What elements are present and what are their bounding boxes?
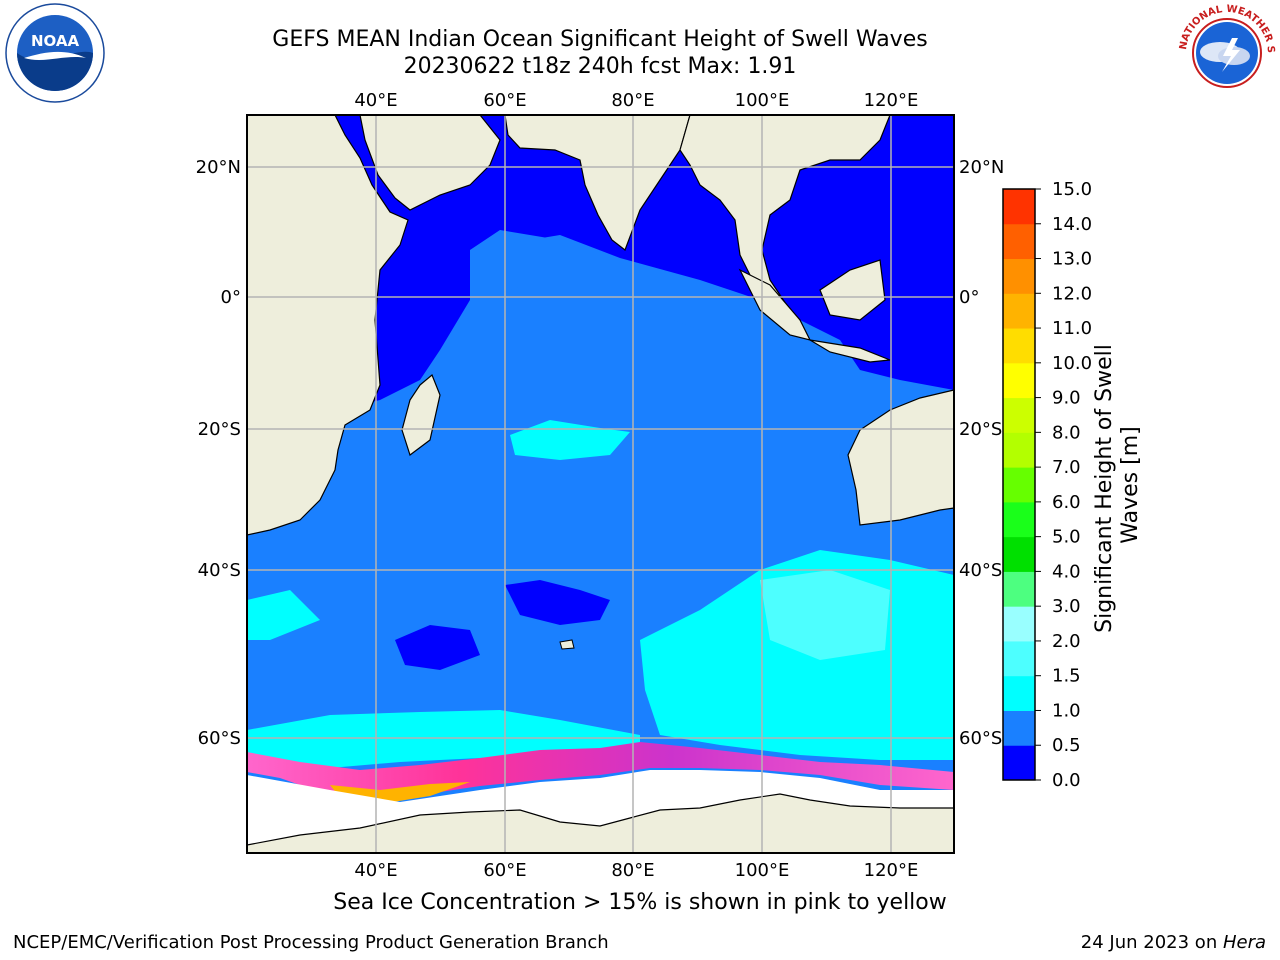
map-frame [246, 114, 955, 854]
host-name: Hera [1222, 932, 1266, 953]
colorbar-tick-label: 12.0 [1052, 283, 1092, 304]
nws-logo-icon: NATIONAL WEATHER SERVICE [1176, 2, 1276, 102]
noaa-logo-text: NOAA [31, 32, 80, 50]
colorbar-tick-label: 13.0 [1052, 249, 1092, 270]
colorbar-segment [1003, 258, 1035, 294]
lat-tick-right: 60°S [959, 728, 1002, 749]
graticule [247, 115, 954, 853]
colorbar-segment [1003, 640, 1035, 677]
arabia-landmass [359, 115, 501, 211]
lon-tick-top: 100°E [735, 90, 790, 111]
chart-subtitle: 20230622 t18z 240h fcst Max: 1.91 [403, 54, 797, 79]
colorbar-tick-label: 15.0 [1052, 179, 1092, 200]
lon-tick-top: 60°E [483, 90, 526, 111]
noaa-logo-icon: NOAA [5, 3, 105, 103]
colorbar-tick-label: 14.0 [1052, 214, 1092, 235]
colorbar-segment [1003, 223, 1035, 260]
lat-tick-left: 20°N [196, 157, 241, 178]
lat-tick-right: 20°N [959, 157, 1004, 178]
low-swell-patch-south-central [505, 580, 610, 625]
southeast-asia-landmass [679, 115, 891, 311]
swell-patch-southwest-edge [247, 590, 320, 640]
lon-tick-top: 80°E [611, 90, 654, 111]
colorbar: 0.0 0.5 1.0 1.5 2.0 3.0 4.0 5.0 6.0 7.0 8.0 9.0 10.0… [1002, 179, 1092, 791]
colorbar-tick-label: 5.0 [1052, 527, 1081, 548]
colorbar-segment [1003, 397, 1035, 433]
colorbar-tick-label: 7.0 [1052, 457, 1081, 478]
lon-tick-bottom: 40°E [354, 860, 397, 881]
lat-tick-left: 60°S [198, 728, 241, 749]
lon-tick-bottom: 100°E [735, 860, 790, 881]
colorbar-segment [1003, 189, 1035, 225]
colorbar-segment [1003, 328, 1035, 364]
swell-patch-subtropical [510, 420, 630, 460]
colorbar-segment [1003, 467, 1035, 503]
chart-title: GEFS MEAN Indian Ocean Significant Heigh… [272, 27, 928, 52]
colorbar-tick-label: 2.0 [1052, 631, 1081, 652]
swell-patch-southeast-core [760, 570, 890, 660]
borneo-landmass [819, 259, 886, 321]
low-swell-patch-southwest [395, 625, 480, 670]
colorbar-tick-label: 1.0 [1052, 700, 1081, 721]
colorbar-segment [1003, 432, 1035, 468]
colorbar-segment [1003, 571, 1035, 607]
colorbar-label: Significant Height of Swell Waves [m] [1092, 337, 1143, 633]
lat-tick-left: 40°S [198, 560, 241, 581]
colorbar-segment [1003, 536, 1035, 572]
colorbar-tick-label: 0.5 [1052, 735, 1081, 756]
colorbar-segment [1003, 293, 1035, 329]
lat-tick-left: 20°S [198, 419, 241, 440]
map-plot-area [247, 115, 954, 853]
lon-tick-bottom: 60°E [483, 860, 526, 881]
antarctica-landmass [247, 793, 954, 853]
colorbar-frame [1002, 188, 1036, 781]
colorbar-segment [1003, 606, 1035, 642]
colorbar-segment [1003, 710, 1035, 746]
africa-landmass [247, 115, 409, 536]
kerguelen-island [559, 639, 575, 650]
colorbar-tick-label: 3.0 [1052, 596, 1081, 617]
date-text: 24 Jun 2023 on [1080, 932, 1223, 953]
colorbar-tick-label: 8.0 [1052, 422, 1081, 443]
sea-ice-note: Sea Ice Concentration > 15% is shown in … [333, 890, 947, 915]
lon-tick-top: 120°E [864, 90, 919, 111]
colorbar-tick-label: 6.0 [1052, 492, 1081, 513]
lat-tick-left: 0° [221, 287, 241, 308]
australia-landmass [847, 389, 954, 526]
colorbar-tick-label: 10.0 [1052, 353, 1092, 374]
lon-tick-bottom: 80°E [611, 860, 654, 881]
lat-tick-right: 0° [959, 287, 979, 308]
java-landmass [809, 339, 891, 363]
madagascar-landmass [401, 374, 441, 456]
colorbar-label-line2: Waves [m] [1118, 426, 1143, 543]
lon-tick-bottom: 120°E [864, 860, 919, 881]
colorbar-segment [1003, 501, 1035, 538]
colorbar-segment [1003, 675, 1035, 711]
colorbar-tick-label: 9.0 [1052, 388, 1081, 409]
colorbar-tick-label: 4.0 [1052, 561, 1081, 582]
credit-text: NCEP/EMC/Verification Post Processing Pr… [13, 932, 609, 953]
colorbar-segment [1003, 745, 1035, 781]
lat-tick-right: 20°S [959, 419, 1002, 440]
colorbar-tick-label: 11.0 [1052, 318, 1092, 339]
colorbar-tick-label: 0.0 [1052, 770, 1081, 791]
axis-tick-labels: 40°E 40°E 60°E 60°E 80°E 80°E 100°E 100°E 120°E 1… [196, 90, 1005, 881]
colorbar-segment [1003, 362, 1035, 399]
lat-tick-right: 40°S [959, 560, 1002, 581]
date-stamp: 24 Jun 2023 on Hera [1081, 932, 1266, 953]
lon-tick-top: 40°E [354, 90, 397, 111]
transition-band [470, 235, 954, 440]
colorbar-tick-label: 1.5 [1052, 666, 1081, 687]
swell-band-southern [247, 710, 640, 768]
india-landmass [504, 115, 691, 251]
colorbar-label-line1: Significant Height of Swell [1092, 344, 1117, 633]
